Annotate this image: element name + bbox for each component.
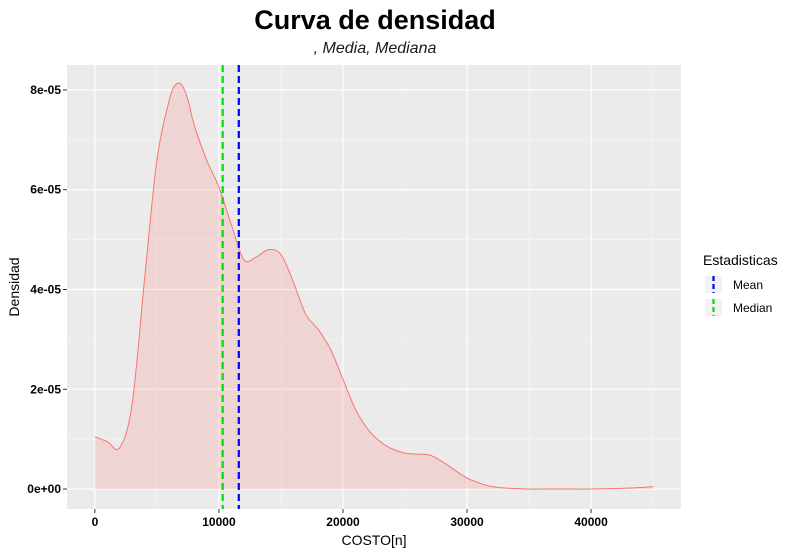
y-tick-label: 2e-05 <box>30 382 61 396</box>
x-tick-label: 40000 <box>574 515 608 529</box>
legend-label-median: Median <box>733 301 772 315</box>
grid-major <box>67 65 681 509</box>
legend: Estadisticas Mean Median <box>703 252 778 316</box>
y-tick-label: 4e-05 <box>30 282 61 296</box>
y-axis-title: Densidad <box>6 257 22 316</box>
density-line <box>94 82 654 490</box>
x-tick-label: 0 <box>92 515 99 529</box>
chart-title: Curva de densidad <box>254 5 496 35</box>
y-tick-label: 0e+00 <box>27 482 61 496</box>
grid-minor <box>67 65 681 509</box>
x-tick-label: 20000 <box>326 515 360 529</box>
chart-subtitle: , Media, Mediana <box>314 40 437 57</box>
x-tick-label: 10000 <box>202 515 236 529</box>
x-tick-label: 30000 <box>450 515 484 529</box>
stat-lines <box>221 65 240 509</box>
density-area <box>94 82 654 490</box>
y-axis-ticks: 0e+00 2e-05 4e-05 6e-05 8e-05 <box>27 83 67 496</box>
density-fill <box>94 83 654 490</box>
x-axis-title: COSTO[n] <box>341 532 406 548</box>
legend-items: Mean Median <box>705 276 772 316</box>
y-tick-label: 8e-05 <box>30 83 61 97</box>
legend-title: Estadisticas <box>703 252 778 268</box>
y-tick-label: 6e-05 <box>30 183 61 197</box>
legend-label-mean: Mean <box>733 278 763 292</box>
plot-panel <box>67 65 681 509</box>
x-axis-ticks: 0 10000 20000 30000 40000 <box>92 509 608 529</box>
